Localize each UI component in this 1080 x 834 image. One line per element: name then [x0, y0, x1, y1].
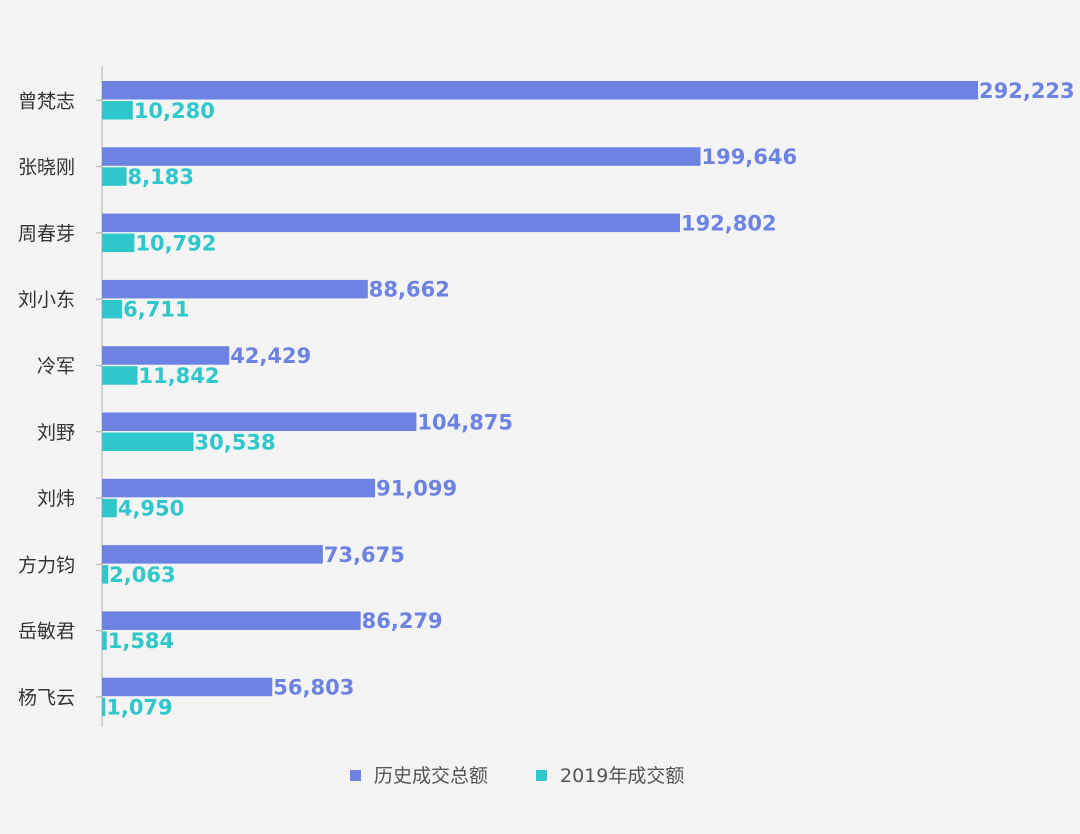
data-label-total: 56,803: [273, 675, 354, 699]
category-label: 刘小东: [18, 289, 75, 311]
data-label-2019: 11,842: [138, 364, 219, 388]
bar-2019: [102, 498, 117, 518]
bar-2019: [102, 631, 107, 650]
data-label-2019: 1,584: [108, 629, 174, 653]
data-label-2019: 2,063: [109, 563, 175, 587]
category-label: 岳敏君: [18, 621, 75, 643]
data-label-2019: 6,711: [123, 298, 189, 322]
data-label-2019: 10,792: [135, 231, 216, 255]
data-label-total: 192,802: [681, 211, 777, 235]
legend-label: 2019年成交额: [560, 765, 684, 787]
bar-2019: [102, 233, 135, 253]
data-label-2019: 8,183: [128, 165, 194, 189]
legend-label: 历史成交总额: [374, 765, 488, 787]
category-label: 张晓刚: [18, 157, 75, 179]
bar-2019: [102, 299, 123, 319]
legend: 历史成交总额 2019年成交额: [350, 765, 684, 787]
legend-swatch: [350, 770, 361, 781]
data-label-2019: 10,280: [134, 99, 215, 123]
data-label-total: 42,429: [230, 344, 311, 368]
data-label-total: 73,675: [324, 543, 405, 567]
bar-total: [102, 478, 376, 498]
bar-total: [102, 279, 368, 299]
bar-2019: [102, 366, 138, 385]
category-label: 曾梵志: [18, 90, 75, 112]
data-label-total: 199,646: [701, 145, 797, 169]
data-label-total: 91,099: [376, 477, 457, 501]
bar-total: [102, 412, 417, 431]
category-label: 方力钧: [18, 554, 75, 576]
bar-total: [102, 147, 701, 166]
data-label-total: 86,279: [362, 609, 443, 633]
bar-2019: [102, 101, 133, 120]
axis-layer: [96, 66, 103, 727]
bar-total: [102, 81, 978, 100]
legend-swatch: [536, 770, 547, 781]
bar-total: [102, 213, 680, 233]
bar-total: [102, 346, 230, 365]
data-label-2019: 4,950: [118, 497, 184, 521]
data-label-total: 88,662: [369, 278, 450, 302]
category-label: 刘炜: [37, 488, 75, 510]
bar-total: [102, 677, 273, 697]
category-label: 冷军: [37, 355, 75, 377]
bar-total: [102, 545, 323, 564]
bars-layer: [102, 81, 978, 717]
category-label: 刘野: [37, 422, 75, 444]
data-label-2019: 30,538: [195, 430, 276, 454]
bar-2019: [102, 565, 109, 584]
data-label-total: 104,875: [417, 410, 513, 434]
category-label: 周春芽: [18, 223, 75, 245]
bar-2019: [102, 167, 127, 186]
data-label-2019: 1,079: [106, 695, 172, 719]
bar-2019: [102, 432, 194, 451]
labels-layer: 曾梵志 292,223 10,280 张晓刚 199,646 8,183 周春芽 192,80…: [18, 79, 1075, 720]
bar-total: [102, 611, 361, 630]
bar-2019: [102, 697, 106, 717]
category-label: 杨飞云: [18, 687, 75, 709]
data-label-total: 292,223: [979, 79, 1075, 103]
